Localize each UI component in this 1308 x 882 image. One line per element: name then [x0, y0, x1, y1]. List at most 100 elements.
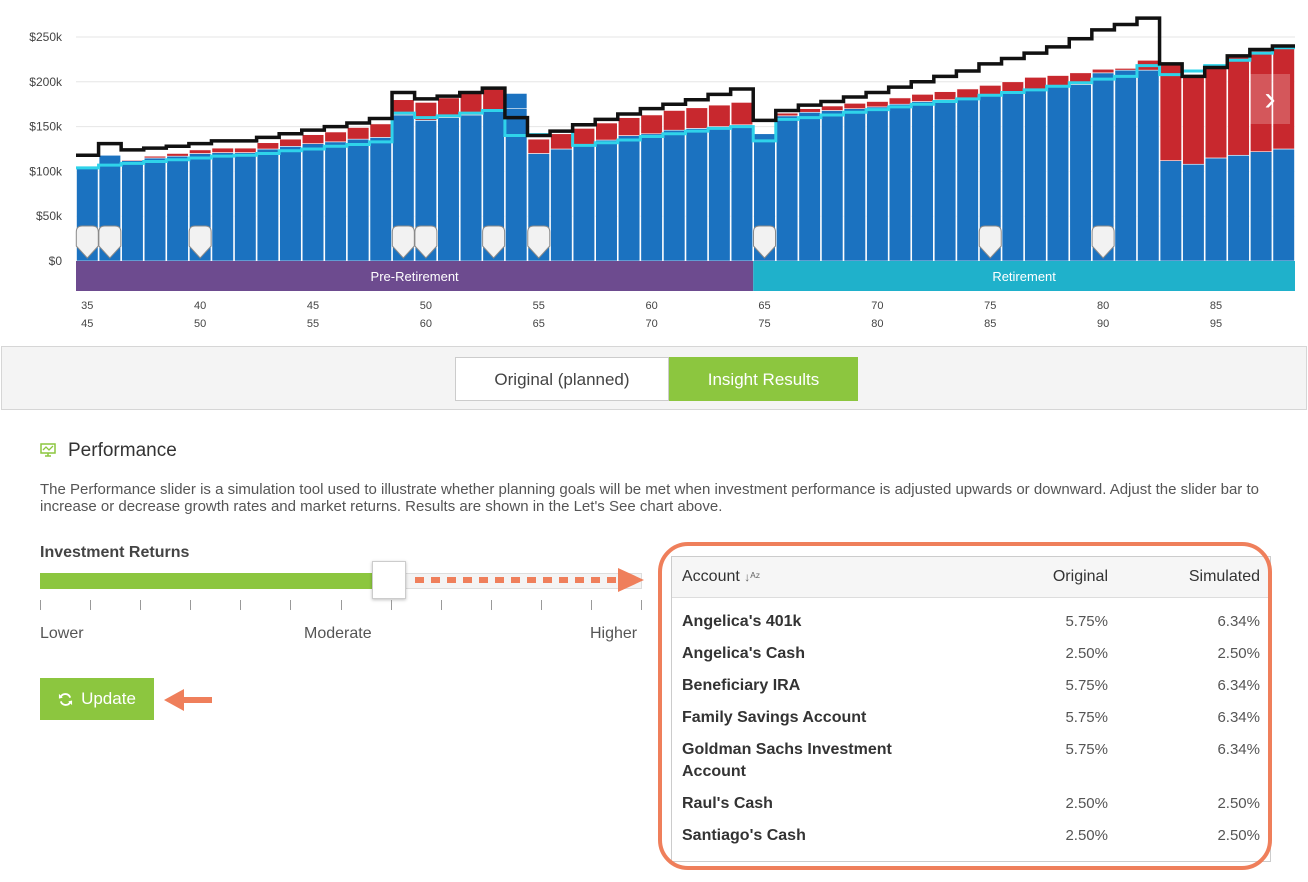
slider-tick [290, 600, 291, 610]
simulated-rate: 6.34% [1217, 709, 1260, 726]
slider-tick [541, 600, 542, 610]
chart-bar [211, 152, 234, 262]
x-tick-label: 95 [1210, 318, 1222, 330]
table-row[interactable]: Angelica's 401k 5.75% 6.34% [672, 611, 1270, 633]
event-marker [482, 225, 506, 259]
x-tick-label: 90 [1097, 318, 1109, 330]
chart-bar [414, 102, 437, 121]
chart-bar [437, 97, 460, 118]
chart-bar [1001, 92, 1024, 262]
event-marker [753, 225, 777, 259]
chart-bar [1024, 88, 1047, 262]
chart-bar [1182, 76, 1205, 165]
slider-tick [491, 600, 492, 610]
chart-bar [527, 138, 550, 154]
chart-bar [1024, 77, 1047, 90]
slider-handle[interactable] [372, 561, 406, 599]
column-simulated: Simulated [1188, 568, 1260, 585]
account-name: Angelica's 401k [682, 613, 802, 630]
chart-bar [347, 138, 370, 262]
x-tick-label: 80 [871, 318, 883, 330]
chart-bar [550, 148, 573, 262]
chart-bar [663, 129, 686, 262]
y-tick-label: $100k [29, 164, 63, 178]
chart-bar [369, 123, 392, 138]
original-planned-button[interactable]: Original (planned) [455, 357, 669, 401]
phase-bar [76, 261, 754, 291]
event-marker [188, 225, 212, 259]
chart-bar [1046, 85, 1070, 262]
chart-bar [279, 138, 302, 147]
chart-bar [572, 144, 596, 262]
chart-bar [617, 117, 641, 136]
chart-bar [505, 108, 528, 262]
chart-bar [1114, 69, 1137, 262]
chart-bar [934, 99, 957, 262]
slider-tick [641, 600, 642, 610]
event-marker [414, 225, 438, 259]
chart-bar [459, 114, 483, 262]
sort-icon[interactable]: ↓ᴬᶻ [744, 570, 761, 584]
column-original: Original [1052, 568, 1108, 585]
table-row[interactable]: Beneficiary IRA 5.75% 6.34% [672, 675, 1270, 697]
x-tick-label: 50 [420, 300, 432, 312]
investment-returns-label: Investment Returns [40, 544, 190, 561]
account-name: Family Savings Account [682, 709, 867, 726]
chart-bar [775, 115, 799, 262]
x-tick-label: 85 [984, 318, 996, 330]
slider-tick [240, 600, 241, 610]
table-row[interactable]: Santiago's Cash 2.50% 2.50% [672, 825, 1270, 847]
chart-bar [324, 141, 347, 262]
chart-bar [550, 133, 573, 150]
chart-bar [121, 160, 144, 262]
account-name: Santiago's Cash [682, 827, 806, 844]
slider-label-lower: Lower [40, 625, 84, 642]
x-tick-label: 55 [533, 300, 545, 312]
y-tick-label: $150k [29, 120, 63, 134]
chart-bar [324, 131, 347, 143]
x-tick-label: 45 [307, 300, 319, 312]
simulated-rate: 2.50% [1217, 645, 1260, 662]
chart-bar [640, 133, 663, 262]
original-rate: 2.50% [1065, 795, 1108, 812]
x-tick-label: 65 [758, 300, 770, 312]
chart-bar [1092, 68, 1115, 74]
insight-results-button[interactable]: Insight Results [669, 357, 858, 401]
table-header: Account ↓ᴬᶻ Original Simulated [672, 557, 1270, 598]
table-row[interactable]: Family Savings Account 5.75% 6.34% [672, 707, 1270, 729]
table-row[interactable]: Raul's Cash 2.50% 2.50% [672, 793, 1270, 815]
column-account[interactable]: Account ↓ᴬᶻ [682, 568, 761, 585]
chart-bar [617, 135, 641, 262]
chart-bar [708, 126, 731, 262]
original-rate: 2.50% [1065, 645, 1108, 662]
slider-fill [40, 573, 389, 589]
chevron-left-icon[interactable]: ‹ [90, 79, 102, 118]
event-marker [391, 225, 415, 259]
simulated-rate: 6.34% [1217, 741, 1260, 758]
chart-bar [730, 124, 754, 262]
chart-bar [211, 147, 234, 153]
chart-bar [956, 88, 979, 99]
x-tick-label: 50 [194, 318, 206, 330]
investment-returns-slider[interactable] [40, 561, 642, 599]
y-tick-label: $50k [36, 209, 63, 223]
chart-bar [1227, 55, 1250, 156]
x-tick-label: 60 [420, 318, 432, 330]
chart-monitor-icon [40, 443, 56, 457]
chart-bar [234, 152, 257, 262]
x-tick-label: 35 [81, 300, 93, 312]
simulated-rate: 2.50% [1217, 795, 1260, 812]
table-row[interactable]: Goldman Sachs Investment Account 5.75% 6.3… [672, 739, 1270, 783]
chart-bar [888, 103, 912, 262]
table-row[interactable]: Angelica's Cash 2.50% 2.50% [672, 643, 1270, 665]
slider-track[interactable] [389, 573, 642, 589]
chart-bar [866, 106, 889, 262]
update-button[interactable]: Update [40, 678, 154, 720]
chart-bar [798, 108, 821, 113]
chart-bar [663, 110, 686, 131]
chart-bar [821, 105, 844, 111]
chart-bar [1204, 157, 1228, 262]
chevron-right-icon[interactable]: › [1250, 74, 1290, 124]
chart-bar [121, 159, 144, 161]
event-marker [75, 225, 99, 259]
